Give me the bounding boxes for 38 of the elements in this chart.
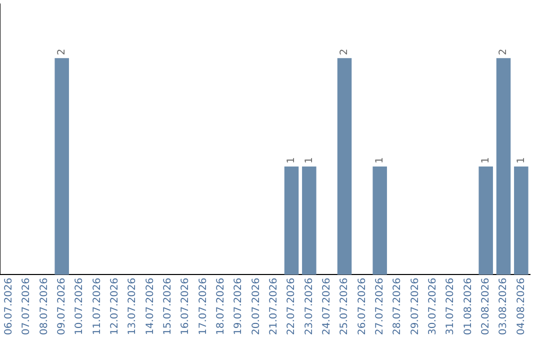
data-label: 1 [374, 157, 386, 164]
x-tick-label: 27.07.2026 [374, 278, 386, 336]
x-tick-label: 07.07.2026 [21, 278, 32, 336]
x-tick-label: 08.07.2026 [38, 278, 50, 336]
x-tick-label: 03.08.2026 [498, 278, 510, 336]
x-tick-label: 22.07.2026 [286, 278, 298, 336]
x-tick-label: 12.07.2026 [109, 278, 120, 336]
data-label: 1 [304, 157, 315, 164]
x-tick-label: 31.07.2026 [445, 278, 456, 336]
x-tick-label: 11.07.2026 [92, 278, 103, 336]
data-label: 1 [516, 157, 527, 164]
data-label: 2 [56, 48, 68, 56]
x-tick-label: 06.07.2026 [3, 278, 14, 336]
x-tick-label: 14.07.2026 [144, 278, 156, 336]
x-tick-label: 17.07.2026 [198, 278, 209, 336]
x-tick-label: 09.07.2026 [56, 278, 68, 336]
x-tick-label: 20.07.2026 [250, 278, 262, 336]
data-label: 2 [339, 48, 350, 56]
x-tick-label: 28.07.2026 [392, 278, 404, 336]
x-tick-label: 04.08.2026 [516, 278, 527, 336]
x-tick-label: 10.07.2026 [74, 278, 86, 336]
x-tick-label: 30.07.2026 [427, 278, 438, 336]
x-tick-label: 24.07.2026 [321, 278, 332, 336]
x-tick-label: 26.07.2026 [356, 278, 368, 336]
data-label: 1 [480, 157, 492, 164]
data-label: 1 [286, 157, 298, 164]
x-tick-label: 16.07.2026 [180, 278, 192, 336]
x-tick-label: 23.07.2026 [304, 278, 315, 336]
x-tick-label: 21.07.2026 [268, 278, 280, 336]
x-tick-label: 13.07.2026 [127, 278, 138, 336]
x-tick-label: 01.08.2026 [462, 278, 474, 336]
x-tick-label: 25.07.2026 [339, 278, 350, 336]
x-tick-label: 18.07.2026 [215, 278, 226, 336]
x-tick-label: 02.08.2026 [480, 278, 492, 336]
x-tick-label: 29.07.2026 [410, 278, 421, 336]
data-label: 2 [498, 48, 510, 56]
x-tick-label: 19.07.2026 [233, 278, 244, 336]
x-tick-label: 15.07.2026 [162, 278, 174, 336]
